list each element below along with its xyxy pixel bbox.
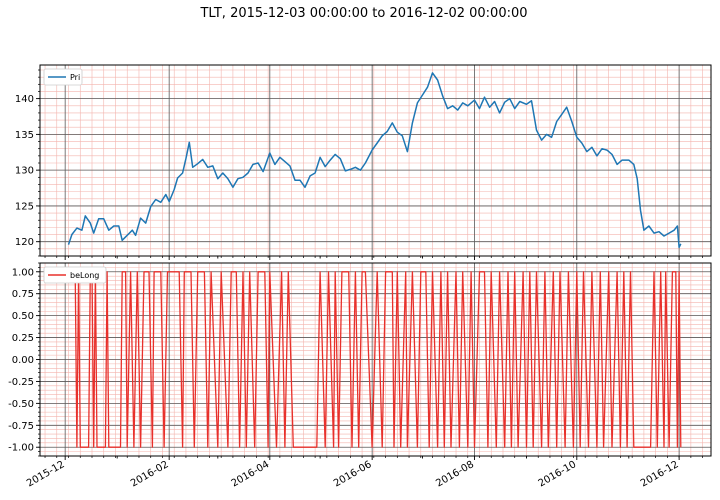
chart-title: TLT, 2015-12-03 00:00:00 to 2016-12-02 0…: [199, 6, 527, 21]
legend-layer: Pri beLong: [43, 68, 107, 284]
series-line-pri: [67, 72, 682, 249]
grid-layer: [40, 65, 711, 457]
legend-box: [43, 266, 107, 284]
y-tick-label: 125: [15, 201, 34, 212]
panel-1-frame: [39, 64, 712, 257]
y-tick-label: 130: [15, 166, 34, 177]
y-tick-label: 120: [15, 237, 34, 248]
y-tick-label: -0.50: [8, 399, 34, 410]
y-tick-label: 140: [15, 94, 34, 105]
y-tick-label: -0.75: [8, 421, 34, 432]
y-tick-label: 0.50: [12, 311, 34, 322]
series-line-belong: [74, 271, 682, 448]
y-tick-label: -1.00: [8, 443, 34, 454]
y-tick-label: 0.75: [12, 289, 34, 300]
y-tick-label: 0.00: [12, 355, 34, 366]
y-tick-label: 0.25: [12, 333, 34, 344]
legend-label: Pri: [70, 73, 80, 82]
y-tick-label: 1.00: [12, 267, 34, 278]
y-tick-label: -0.25: [8, 377, 34, 388]
y-tick-label: 135: [15, 130, 34, 141]
legend-label: beLong: [70, 271, 99, 280]
series-layer: [67, 72, 682, 448]
